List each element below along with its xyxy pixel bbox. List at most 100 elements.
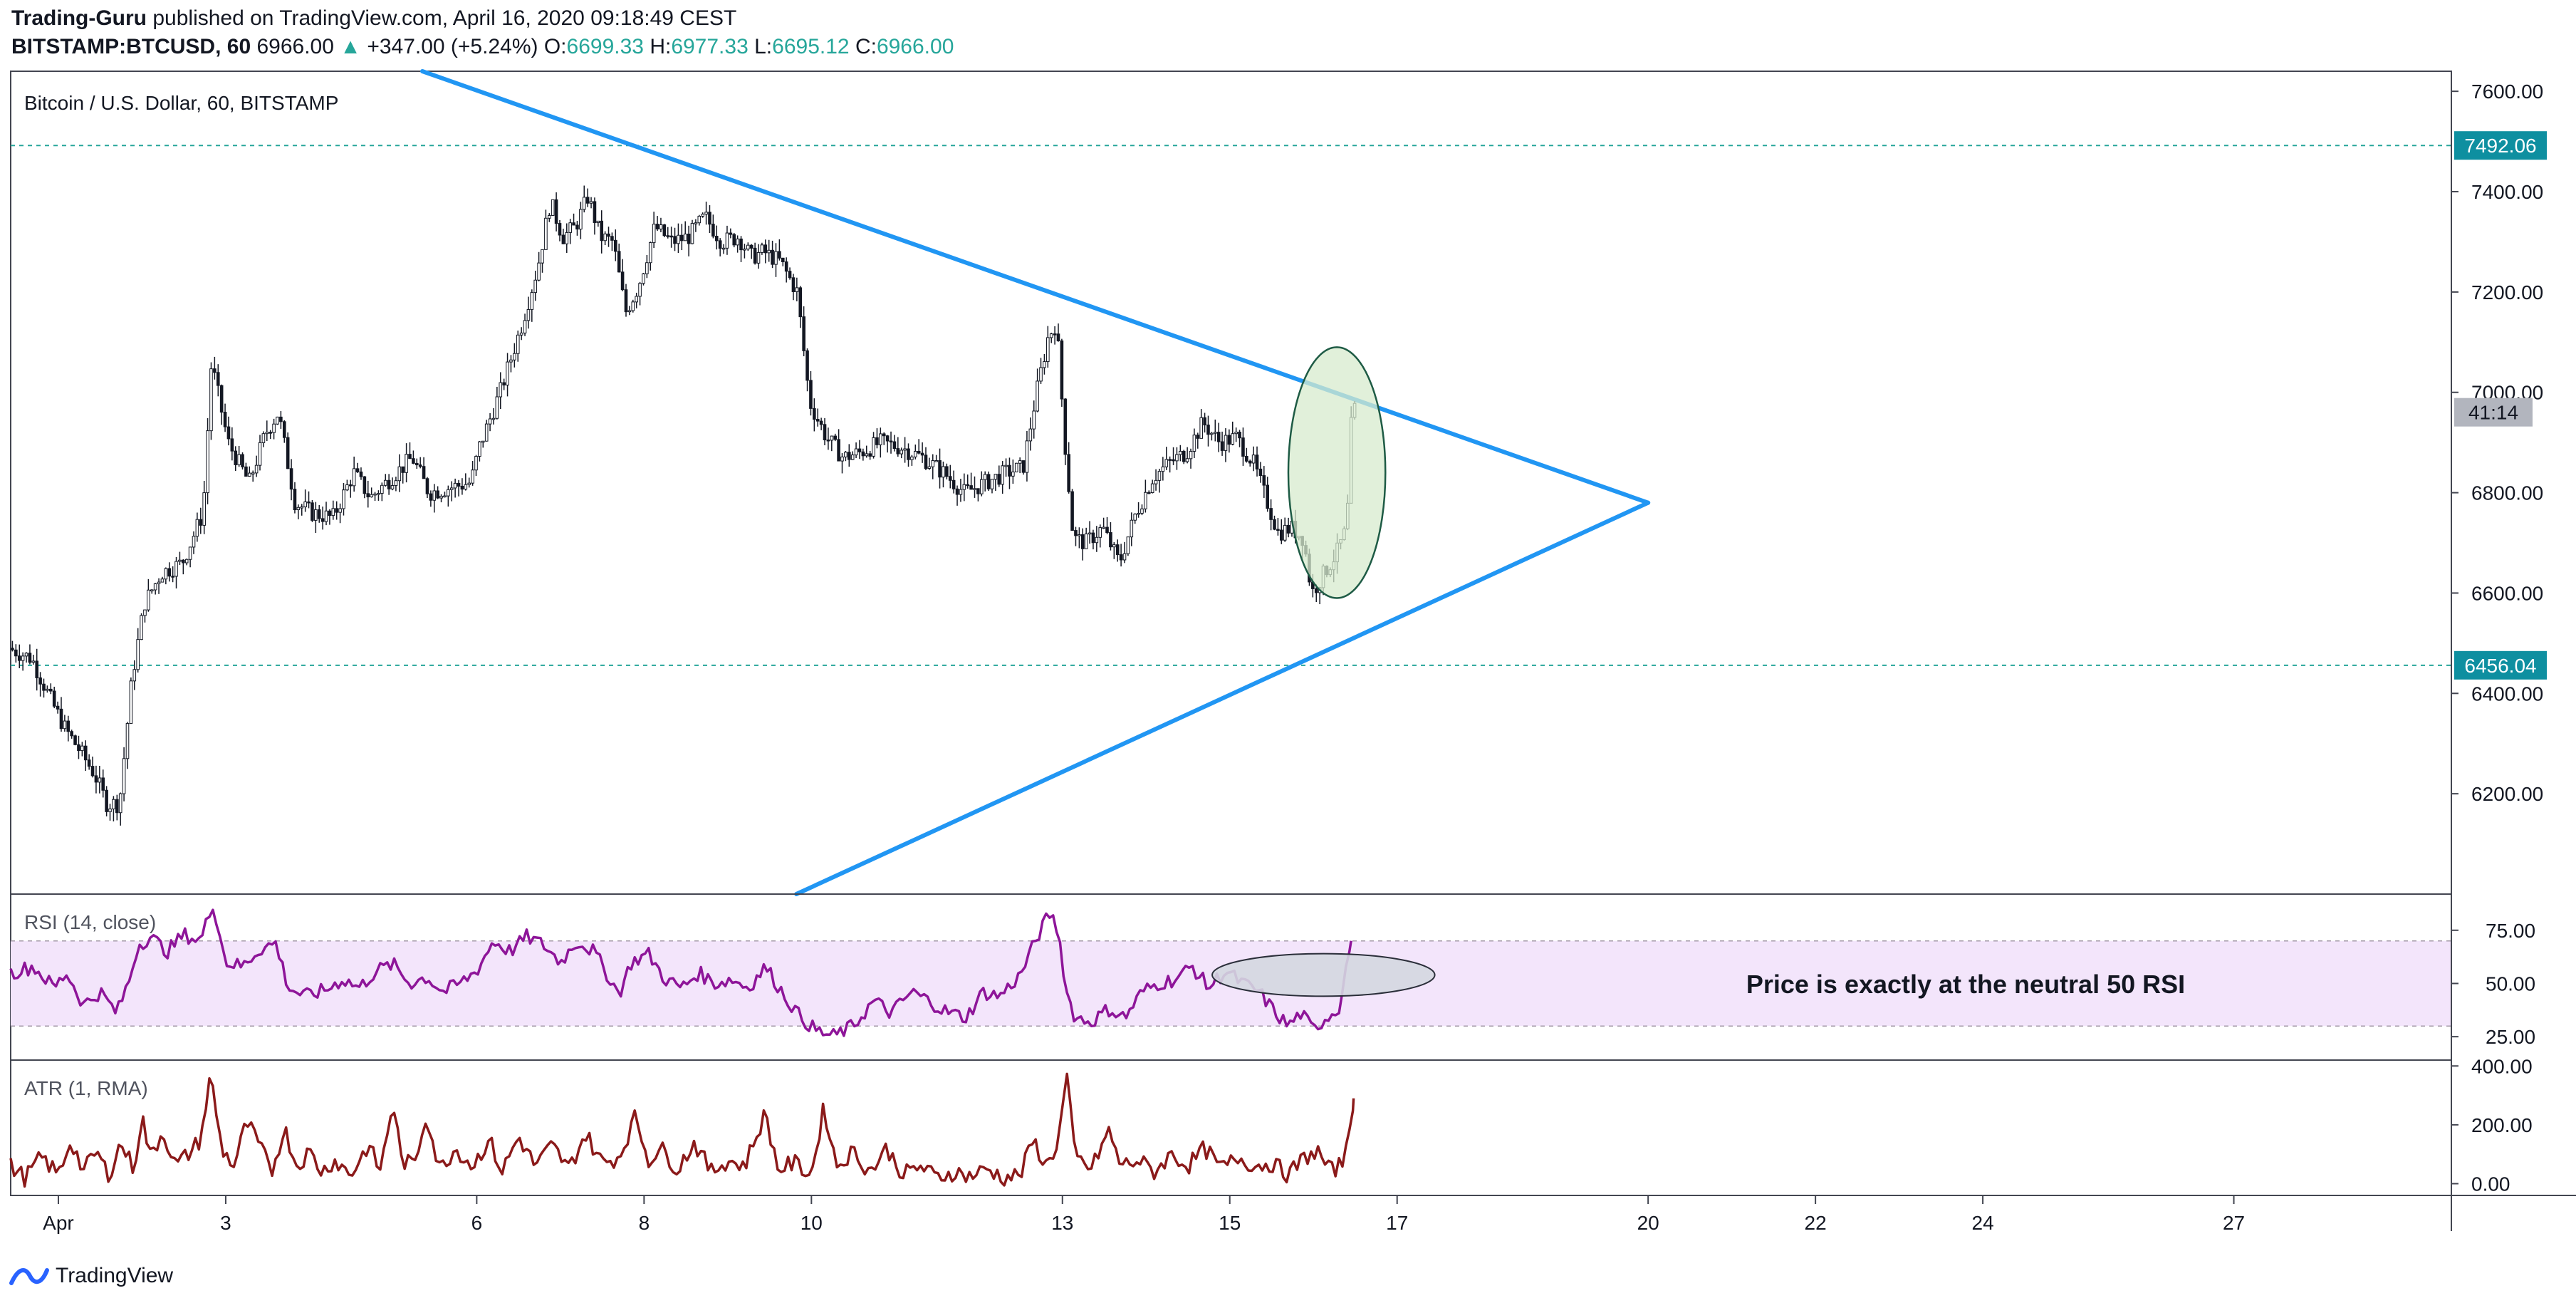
candle-body: [307, 501, 311, 504]
candle-body: [868, 453, 872, 457]
candle-body: [363, 476, 367, 494]
candle-body: [1028, 428, 1033, 442]
candle-body: [254, 464, 259, 474]
candle-body: [771, 249, 774, 265]
atr-pane[interactable]: ATR (1, RMA): [9, 1059, 2452, 1196]
candle-body: [1185, 458, 1189, 462]
candle-body: [1269, 508, 1273, 520]
symbol-name[interactable]: BITSTAMP:BTCUSD, 60: [11, 35, 251, 58]
candle-body: [924, 455, 928, 469]
candle-body: [879, 433, 882, 445]
tradingview-footer[interactable]: TradingView: [9, 1258, 173, 1294]
time-axis-label: 8: [639, 1212, 650, 1234]
candle-body: [934, 460, 938, 462]
price-axis[interactable]: 7600.007400.007200.007000.006800.006600.…: [2451, 81, 2543, 805]
candle-body: [997, 474, 1001, 485]
candle-body: [112, 799, 115, 809]
candle-body: [966, 484, 970, 487]
chart-canvas[interactable]: Bitcoin / U.S. Dollar, 60, BITSTAMP RSI …: [0, 0, 2576, 1254]
candle-body: [516, 334, 520, 354]
candle-body: [1175, 454, 1179, 462]
rsi-highlight-group[interactable]: [1211, 953, 1436, 997]
candle-body: [101, 777, 105, 791]
candle-body: [31, 660, 36, 663]
rsi-annotation[interactable]: Price is exactly at the neutral 50 RSI: [1746, 970, 2185, 999]
candle-body: [276, 416, 279, 425]
candle-body: [296, 507, 301, 511]
candle-body: [662, 224, 667, 237]
candle-body: [673, 236, 677, 244]
candle-body: [1283, 524, 1287, 541]
candle-body: [942, 466, 945, 478]
candle-body: [1241, 437, 1245, 457]
atr-axis-label: 0.00: [2471, 1173, 2510, 1195]
candle-body: [38, 677, 42, 685]
candle-body: [603, 233, 607, 242]
candle-body: [439, 495, 443, 499]
footer-brand-text: TradingView: [56, 1264, 174, 1287]
candle-body: [1203, 417, 1206, 426]
candle-body: [202, 492, 206, 526]
candle-body: [554, 199, 558, 224]
candle-body: [655, 224, 659, 229]
candle-body: [488, 418, 492, 425]
triangle-lower-trendline[interactable]: [794, 500, 1651, 896]
price-highlight-ellipse[interactable]: [1287, 346, 1387, 599]
candle-body: [182, 559, 185, 564]
candle-body: [265, 432, 269, 435]
candle-body: [907, 448, 910, 460]
highlight-ellipse-group[interactable]: [1287, 346, 1387, 599]
candle-body: [593, 201, 597, 223]
candle-body: [261, 433, 266, 443]
candle-body: [1018, 460, 1022, 464]
candle-body: [666, 235, 670, 237]
candle-body: [147, 589, 150, 611]
candle-body: [1179, 450, 1182, 455]
candle-body: [219, 385, 224, 413]
candle-body: [913, 450, 917, 457]
price-pane[interactable]: Bitcoin / U.S. Dollar, 60, BITSTAMP: [10, 69, 2452, 896]
candle-body: [701, 214, 704, 217]
candle-body: [530, 292, 534, 310]
candle-body: [610, 236, 614, 241]
atr-axis[interactable]: 400.00 200.00 0.00: [2451, 1055, 2533, 1195]
candle-body: [642, 273, 645, 284]
price-candles: [11, 185, 1357, 826]
candle-body: [1273, 519, 1276, 530]
candle-body: [1032, 410, 1036, 430]
rsi-highlight-ellipse[interactable]: [1211, 953, 1436, 997]
candle-body: [199, 519, 203, 526]
candle-body: [1025, 440, 1029, 473]
tradingview-logo-icon: [9, 1268, 49, 1285]
triangle-pattern[interactable]: [420, 69, 1651, 896]
candle-body: [526, 308, 531, 321]
candle-body: [1144, 492, 1147, 509]
candle-body: [387, 479, 391, 489]
time-axis-label: 17: [1386, 1212, 1408, 1234]
candle-body: [1157, 471, 1162, 481]
candle-body: [153, 583, 157, 591]
candle-body: [56, 705, 60, 710]
candle-body: [1286, 524, 1290, 534]
candle-body: [1053, 333, 1057, 336]
candle-body: [927, 466, 932, 469]
candle-body: [1001, 465, 1004, 485]
candle-body: [743, 249, 746, 251]
candle-body: [87, 759, 91, 767]
rsi-pane[interactable]: RSI (14, close) Price is exactly at the …: [9, 893, 2452, 1061]
candle-body: [223, 412, 227, 427]
candle-body: [338, 508, 342, 513]
time-axis-label: 13: [1051, 1212, 1073, 1234]
rsi-axis[interactable]: 75.00 50.00 25.00: [2451, 920, 2535, 1048]
candle-body: [188, 546, 192, 560]
time-axis[interactable]: Apr 3 6 8 10 13 15 17 20 22 24 27: [43, 1195, 2245, 1234]
triangle-upper-trendline[interactable]: [420, 69, 1651, 505]
candle-body: [286, 437, 290, 469]
candle-body: [774, 251, 778, 265]
candle-body: [1137, 512, 1140, 515]
price-pane-frame: [10, 71, 2452, 895]
author-name[interactable]: Trading-Guru: [11, 6, 147, 30]
candle-body: [125, 723, 130, 759]
candle-body: [788, 271, 792, 279]
candle-body: [380, 484, 384, 494]
